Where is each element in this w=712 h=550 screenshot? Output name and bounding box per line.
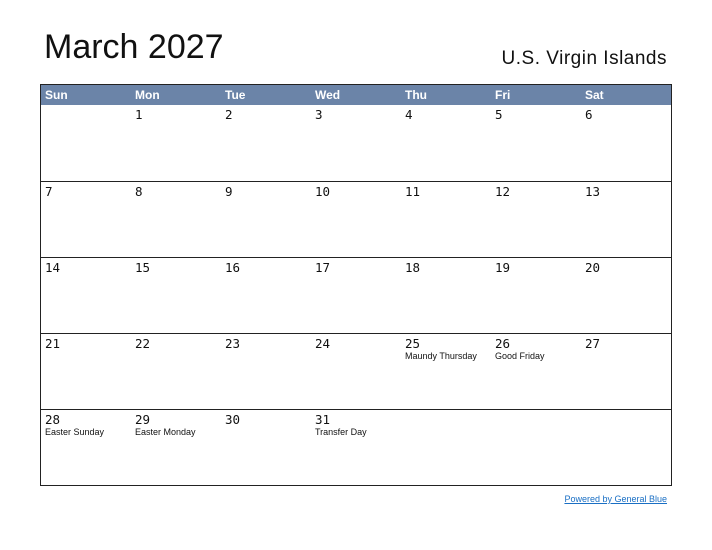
day-cell: 30 bbox=[221, 410, 311, 485]
week-row: 1 2 3 4 5 6 bbox=[41, 105, 671, 181]
day-cell: 28 Easter Sunday bbox=[41, 410, 131, 485]
day-number: 23 bbox=[225, 336, 241, 351]
day-cell: 1 bbox=[131, 105, 221, 181]
day-number: 21 bbox=[45, 336, 61, 351]
day-number: 24 bbox=[315, 336, 331, 351]
day-number: 9 bbox=[225, 184, 233, 199]
day-number: 3 bbox=[315, 107, 323, 122]
day-cell: 12 bbox=[491, 182, 581, 257]
day-cell: 10 bbox=[311, 182, 401, 257]
day-number: 26 bbox=[495, 336, 511, 351]
day-number: 18 bbox=[405, 260, 421, 275]
day-number: 10 bbox=[315, 184, 331, 199]
day-cell bbox=[581, 410, 671, 485]
day-number: 17 bbox=[315, 260, 331, 275]
powered-by-link[interactable]: Powered by General Blue bbox=[564, 494, 667, 504]
holiday-label: Easter Monday bbox=[135, 427, 196, 437]
day-cell: 17 bbox=[311, 258, 401, 333]
weekday-tue: Tue bbox=[225, 88, 246, 102]
day-number: 25 bbox=[405, 336, 421, 351]
day-cell: 15 bbox=[131, 258, 221, 333]
day-number: 7 bbox=[45, 184, 53, 199]
day-cell: 8 bbox=[131, 182, 221, 257]
weekday-sun: Sun bbox=[45, 88, 68, 102]
week-row: 21 22 23 24 25 Maundy Thursday 26 Good Friday 27 bbox=[41, 333, 671, 409]
day-cell: 26 Good Friday bbox=[491, 334, 581, 409]
day-number: 4 bbox=[405, 107, 413, 122]
day-number: 28 bbox=[45, 412, 61, 427]
day-cell: 31 Transfer Day bbox=[311, 410, 401, 485]
day-number: 19 bbox=[495, 260, 511, 275]
day-cell: 19 bbox=[491, 258, 581, 333]
holiday-label: Transfer Day bbox=[315, 427, 367, 437]
holiday-label: Maundy Thursday bbox=[405, 351, 477, 361]
day-cell: 27 bbox=[581, 334, 671, 409]
weekday-fri: Fri bbox=[495, 88, 511, 102]
day-number: 20 bbox=[585, 260, 601, 275]
day-cell: 23 bbox=[221, 334, 311, 409]
day-number: 13 bbox=[585, 184, 601, 199]
day-cell: 3 bbox=[311, 105, 401, 181]
holiday-label: Good Friday bbox=[495, 351, 545, 361]
day-cell: 4 bbox=[401, 105, 491, 181]
day-number: 29 bbox=[135, 412, 151, 427]
day-number: 1 bbox=[135, 107, 143, 122]
day-cell: 24 bbox=[311, 334, 401, 409]
day-number: 5 bbox=[495, 107, 503, 122]
day-number: 22 bbox=[135, 336, 151, 351]
day-cell bbox=[401, 410, 491, 485]
day-cell: 11 bbox=[401, 182, 491, 257]
week-row: 14 15 16 17 18 19 20 bbox=[41, 257, 671, 333]
day-cell: 29 Easter Monday bbox=[131, 410, 221, 485]
day-cell: 7 bbox=[41, 182, 131, 257]
day-number: 11 bbox=[405, 184, 421, 199]
day-cell: 13 bbox=[581, 182, 671, 257]
day-cell: 2 bbox=[221, 105, 311, 181]
day-cell: 14 bbox=[41, 258, 131, 333]
day-cell: 22 bbox=[131, 334, 221, 409]
day-cell: 20 bbox=[581, 258, 671, 333]
day-number: 14 bbox=[45, 260, 61, 275]
weekday-wed: Wed bbox=[315, 88, 341, 102]
day-number: 15 bbox=[135, 260, 151, 275]
day-number: 8 bbox=[135, 184, 143, 199]
week-row: 28 Easter Sunday 29 Easter Monday 30 31 Transf… bbox=[41, 409, 671, 485]
day-number: 6 bbox=[585, 107, 593, 122]
day-cell: 21 bbox=[41, 334, 131, 409]
calendar-title: March 2027 bbox=[44, 28, 224, 66]
weekday-header-row: Sun Mon Tue Wed Thu Fri Sat bbox=[41, 85, 671, 105]
day-cell: 9 bbox=[221, 182, 311, 257]
day-number: 12 bbox=[495, 184, 511, 199]
day-number: 2 bbox=[225, 107, 233, 122]
day-cell bbox=[41, 105, 131, 181]
day-cell: 25 Maundy Thursday bbox=[401, 334, 491, 409]
calendar-grid: Sun Mon Tue Wed Thu Fri Sat 1 2 3 4 5 6 7 8 9 10 1… bbox=[40, 84, 672, 486]
day-cell: 5 bbox=[491, 105, 581, 181]
week-row: 7 8 9 10 11 12 13 bbox=[41, 181, 671, 257]
weekday-mon: Mon bbox=[135, 88, 160, 102]
region-label: U.S. Virgin Islands bbox=[501, 48, 667, 69]
day-cell bbox=[491, 410, 581, 485]
day-cell: 18 bbox=[401, 258, 491, 333]
weekday-sat: Sat bbox=[585, 88, 604, 102]
day-number: 16 bbox=[225, 260, 241, 275]
weekday-thu: Thu bbox=[405, 88, 427, 102]
day-cell: 16 bbox=[221, 258, 311, 333]
day-number: 27 bbox=[585, 336, 601, 351]
day-number: 31 bbox=[315, 412, 331, 427]
holiday-label: Easter Sunday bbox=[45, 427, 105, 437]
day-cell: 6 bbox=[581, 105, 671, 181]
weeks-container: 1 2 3 4 5 6 7 8 9 10 11 12 13 14 15 16 17 18 19 20 21 22 23 24 2… bbox=[41, 105, 671, 485]
day-number: 30 bbox=[225, 412, 241, 427]
